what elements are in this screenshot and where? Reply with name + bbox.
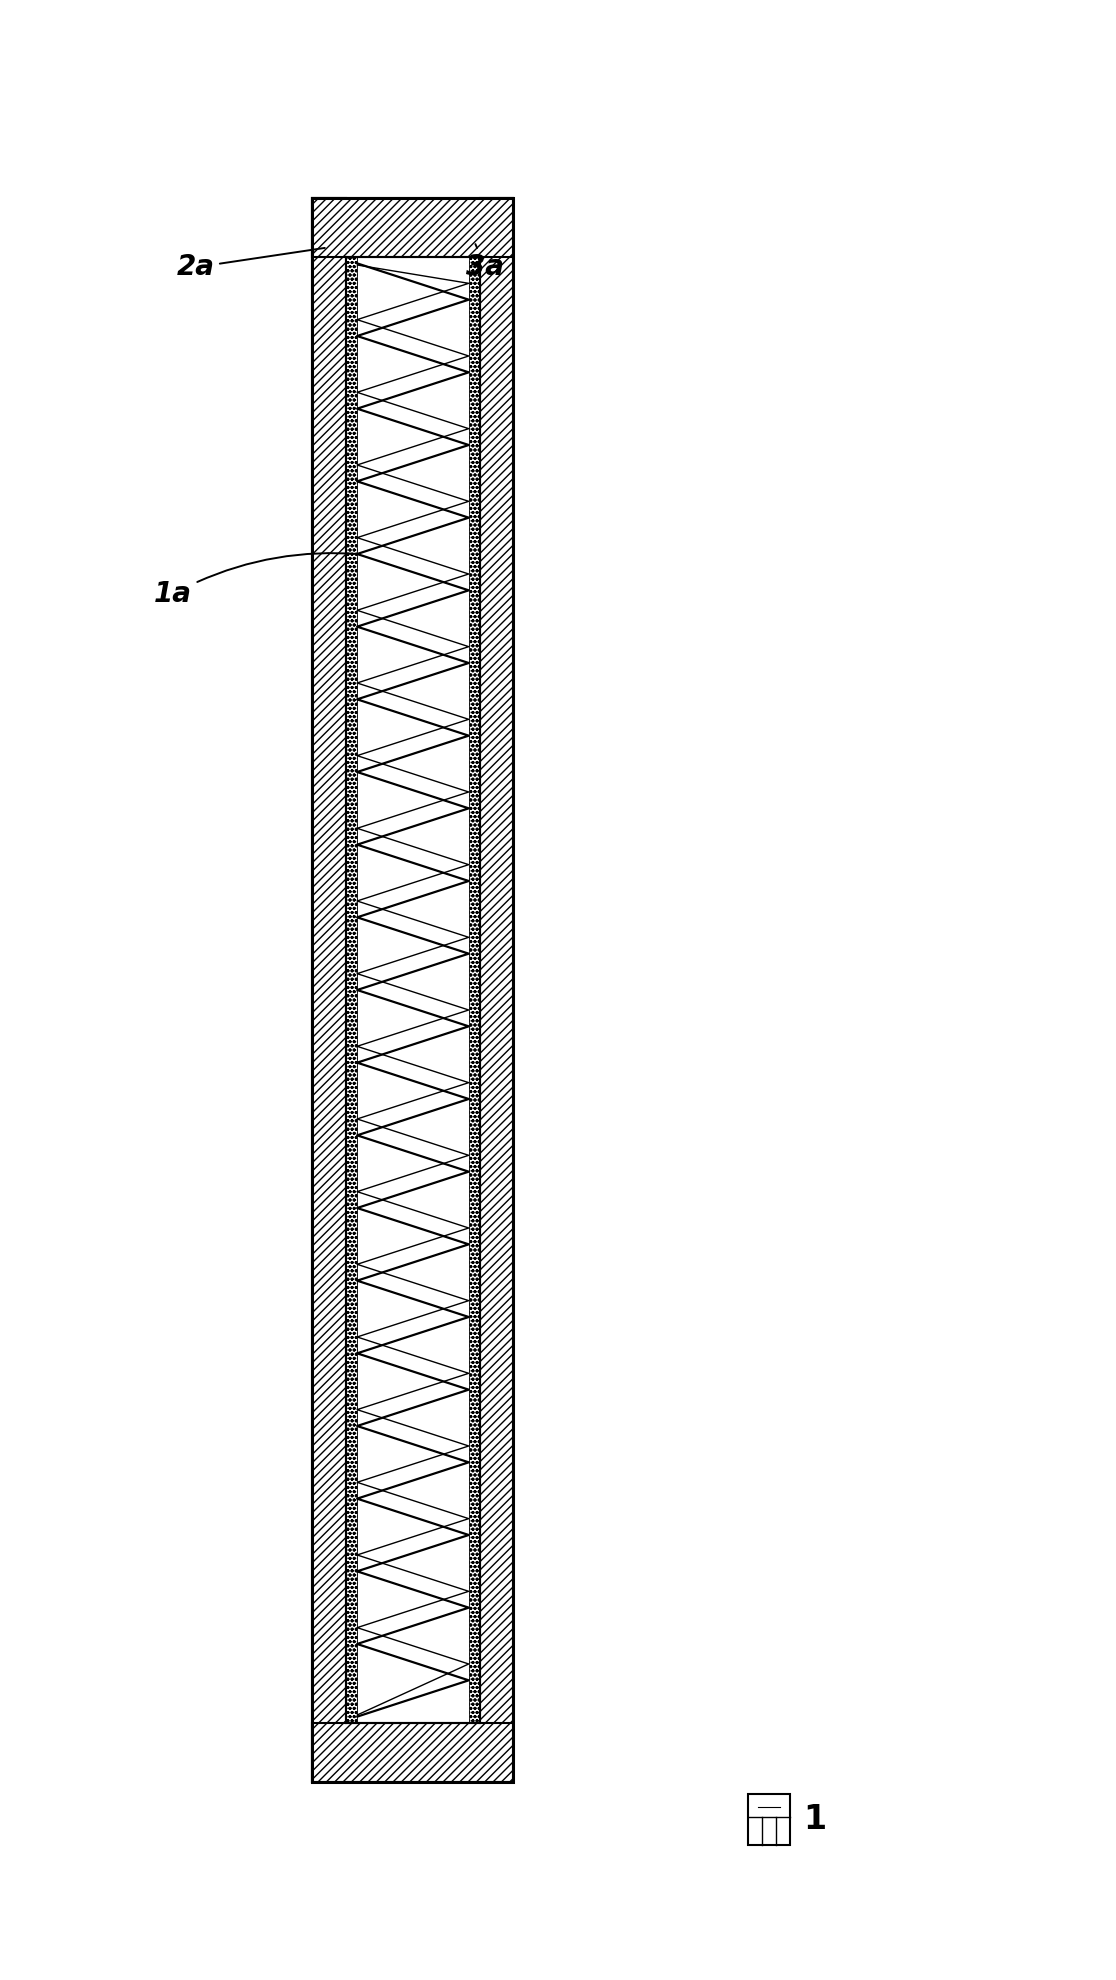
Bar: [346, 257, 357, 1723]
Bar: [480, 198, 513, 1782]
Bar: [312, 198, 346, 1782]
Bar: [312, 198, 513, 1782]
Bar: [346, 257, 480, 1723]
Bar: [312, 198, 513, 257]
Text: 1: 1: [804, 1804, 826, 1835]
Bar: [312, 1723, 513, 1782]
Bar: [748, 1794, 790, 1845]
Text: 2a: 2a: [176, 248, 325, 281]
Bar: [469, 257, 480, 1723]
Text: 1a: 1a: [154, 552, 360, 608]
Text: 3a: 3a: [466, 244, 504, 281]
